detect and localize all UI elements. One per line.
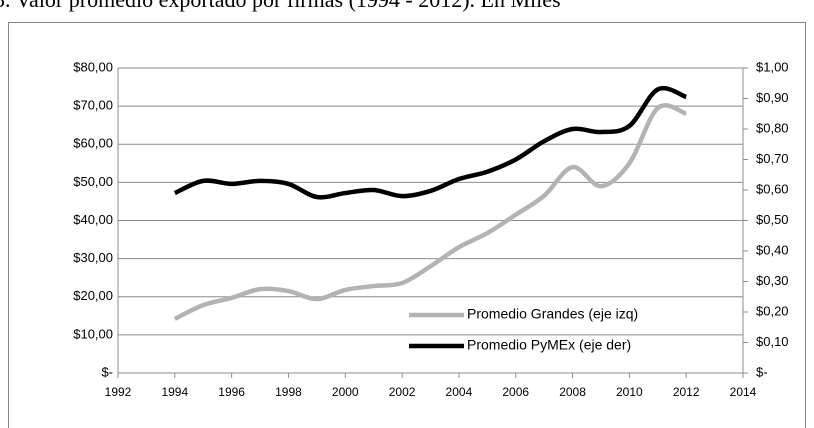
x-tick-label: 2010 (616, 385, 643, 399)
x-tick-label: 1998 (275, 385, 302, 399)
y2-tick-label: $0,10 (756, 334, 789, 349)
y2-tick-label: $0,60 (756, 181, 789, 196)
y2-tick-label: $0,20 (756, 303, 789, 318)
x-tick-label: 2008 (559, 385, 586, 399)
y-tick-label: $10,00 (73, 326, 113, 341)
x-tick-label: 1994 (161, 385, 188, 399)
x-tick-label: 1996 (218, 385, 245, 399)
y-tick-label: $40,00 (73, 212, 113, 227)
y2-tick-label: $0,90 (756, 90, 789, 105)
y-tick-label: $50,00 (73, 174, 113, 189)
y-tick-label: $60,00 (73, 136, 113, 151)
y2-tick-label: $0,30 (756, 273, 789, 288)
y2-tick-label: $0,70 (756, 151, 789, 166)
x-tick-label: 2004 (446, 385, 473, 399)
x-tick-label: 2006 (502, 385, 529, 399)
series-line (173, 85, 688, 200)
y2-tick-label: $0,50 (756, 212, 789, 227)
y-tick-label: $- (101, 364, 113, 379)
y-tick-label: $30,00 (73, 250, 113, 265)
y-tick-label: $20,00 (73, 288, 113, 303)
y2-tick-label: $- (756, 364, 768, 379)
x-tick-label: 2014 (730, 385, 757, 399)
y2-tick-label: $1,00 (756, 59, 789, 74)
series-line (173, 103, 687, 321)
legend-label: Promedio PyMEx (eje der) (467, 337, 631, 353)
y-tick-label: $70,00 (73, 98, 113, 113)
y-tick-label: $80,00 (73, 59, 113, 74)
x-tick-label: 2000 (332, 385, 359, 399)
y2-tick-label: $0,40 (756, 242, 789, 257)
y2-tick-label: $0,80 (756, 120, 789, 135)
x-tick-label: 1992 (105, 385, 132, 399)
x-tick-label: 2002 (389, 385, 416, 399)
x-tick-label: 2012 (673, 385, 700, 399)
chart-title: 3. Valor promedio exportado por firmas (… (0, 0, 561, 12)
chart-border (8, 22, 806, 428)
legend-label: Promedio Grandes (eje izq) (467, 306, 638, 322)
